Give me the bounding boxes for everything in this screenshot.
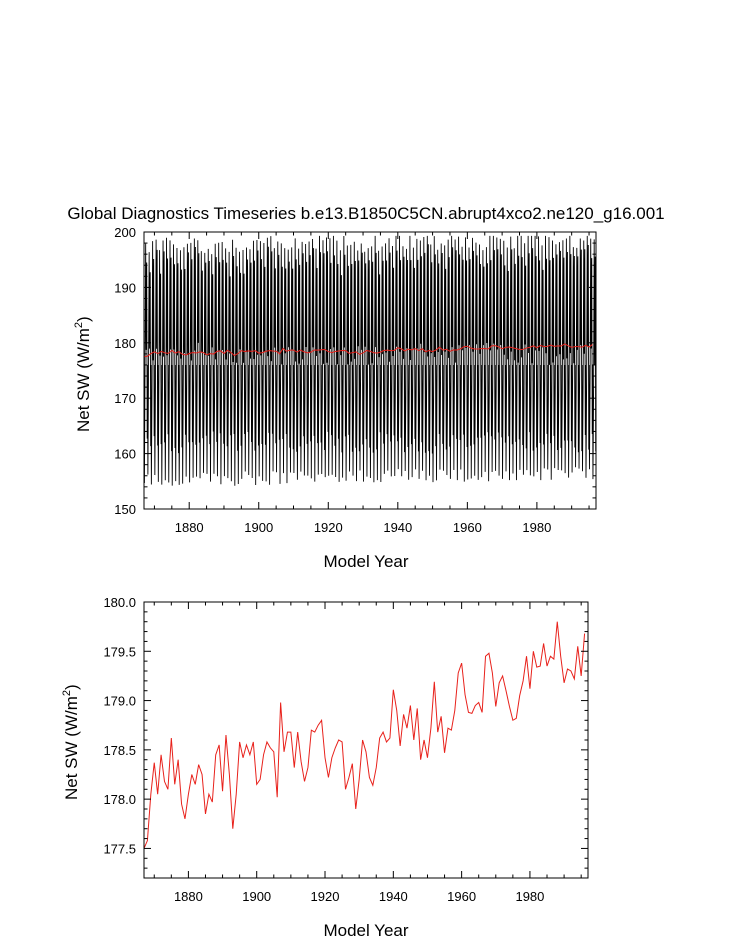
x-tick-label: 1960 [447, 889, 476, 904]
figure-title: Global Diagnostics Timeseries b.e13.B185… [67, 204, 664, 223]
y-tick-label: 160 [114, 447, 136, 462]
top-x-axis-label: Model Year [323, 552, 408, 571]
monthly-net-sw-line [143, 235, 597, 486]
x-tick-label: 1880 [174, 889, 203, 904]
x-tick-label: 1960 [453, 520, 482, 535]
bottom-y-axis-label: Net SW (W/m2) [61, 684, 81, 800]
y-tick-label: 190 [114, 280, 136, 295]
bottom-y-tick-labels: 177.5 178.0 178.5 179.0 179.5 180.0 [103, 595, 136, 856]
x-tick-label: 1940 [379, 889, 408, 904]
top-y-tick-labels: 150 160 170 180 190 200 [114, 225, 136, 517]
x-tick-label: 1980 [522, 520, 551, 535]
monthly-series-line [143, 235, 597, 486]
annual-mean-series-line [143, 621, 586, 849]
annual-mean-series-line [143, 343, 593, 358]
bottom-x-axis-label: Model Year [323, 921, 408, 940]
x-tick-label: 1980 [515, 889, 544, 904]
y-tick-label: 180 [114, 336, 136, 351]
y-tick-label: 179.5 [103, 644, 136, 659]
top-y-label-sup: 2 [73, 322, 85, 328]
y-tick-label: 179.0 [103, 694, 136, 709]
bottom-y-label-sup: 2 [61, 690, 73, 696]
x-tick-label: 1900 [244, 520, 273, 535]
y-tick-label: 150 [114, 502, 136, 517]
annual-mean-line [143, 621, 586, 849]
top-timeseries-panel: 1880 1900 1920 1940 1960 1980 150 160 170 180 190… [73, 225, 597, 571]
bottom-x-tick-labels: 1880 1900 1920 1940 1960 1980 [174, 889, 544, 904]
y-tick-label: 178.5 [103, 743, 136, 758]
top-axis-ticks [144, 231, 596, 510]
top-x-tick-labels: 1880 1900 1920 1940 1960 1980 [175, 520, 552, 535]
y-tick-label: 177.5 [103, 841, 136, 856]
bottom-timeseries-panel: 1880 1900 1920 1940 1960 1980 177.5 178.0 178.5… [61, 595, 589, 940]
x-tick-label: 1880 [175, 520, 204, 535]
top-y-axis-label: Net SW (W/m2) [73, 316, 93, 432]
bottom-y-label-main: Net SW (W/m [62, 696, 81, 800]
bottom-axis-ticks [144, 601, 588, 879]
bottom-plot-frame [143, 601, 589, 879]
top-plot-frame [143, 231, 597, 510]
top-y-label-main: Net SW (W/m [74, 328, 93, 432]
y-tick-label: 200 [114, 225, 136, 240]
bottom-y-label-close: ) [62, 684, 81, 690]
x-tick-label: 1900 [242, 889, 271, 904]
x-tick-label: 1920 [311, 889, 340, 904]
y-tick-label: 178.0 [103, 792, 136, 807]
x-tick-label: 1920 [314, 520, 343, 535]
annual-mean-line [143, 343, 593, 358]
top-y-label-close: ) [74, 316, 93, 322]
x-tick-label: 1940 [383, 520, 412, 535]
y-tick-label: 170 [114, 391, 136, 406]
y-tick-label: 180.0 [103, 595, 136, 610]
